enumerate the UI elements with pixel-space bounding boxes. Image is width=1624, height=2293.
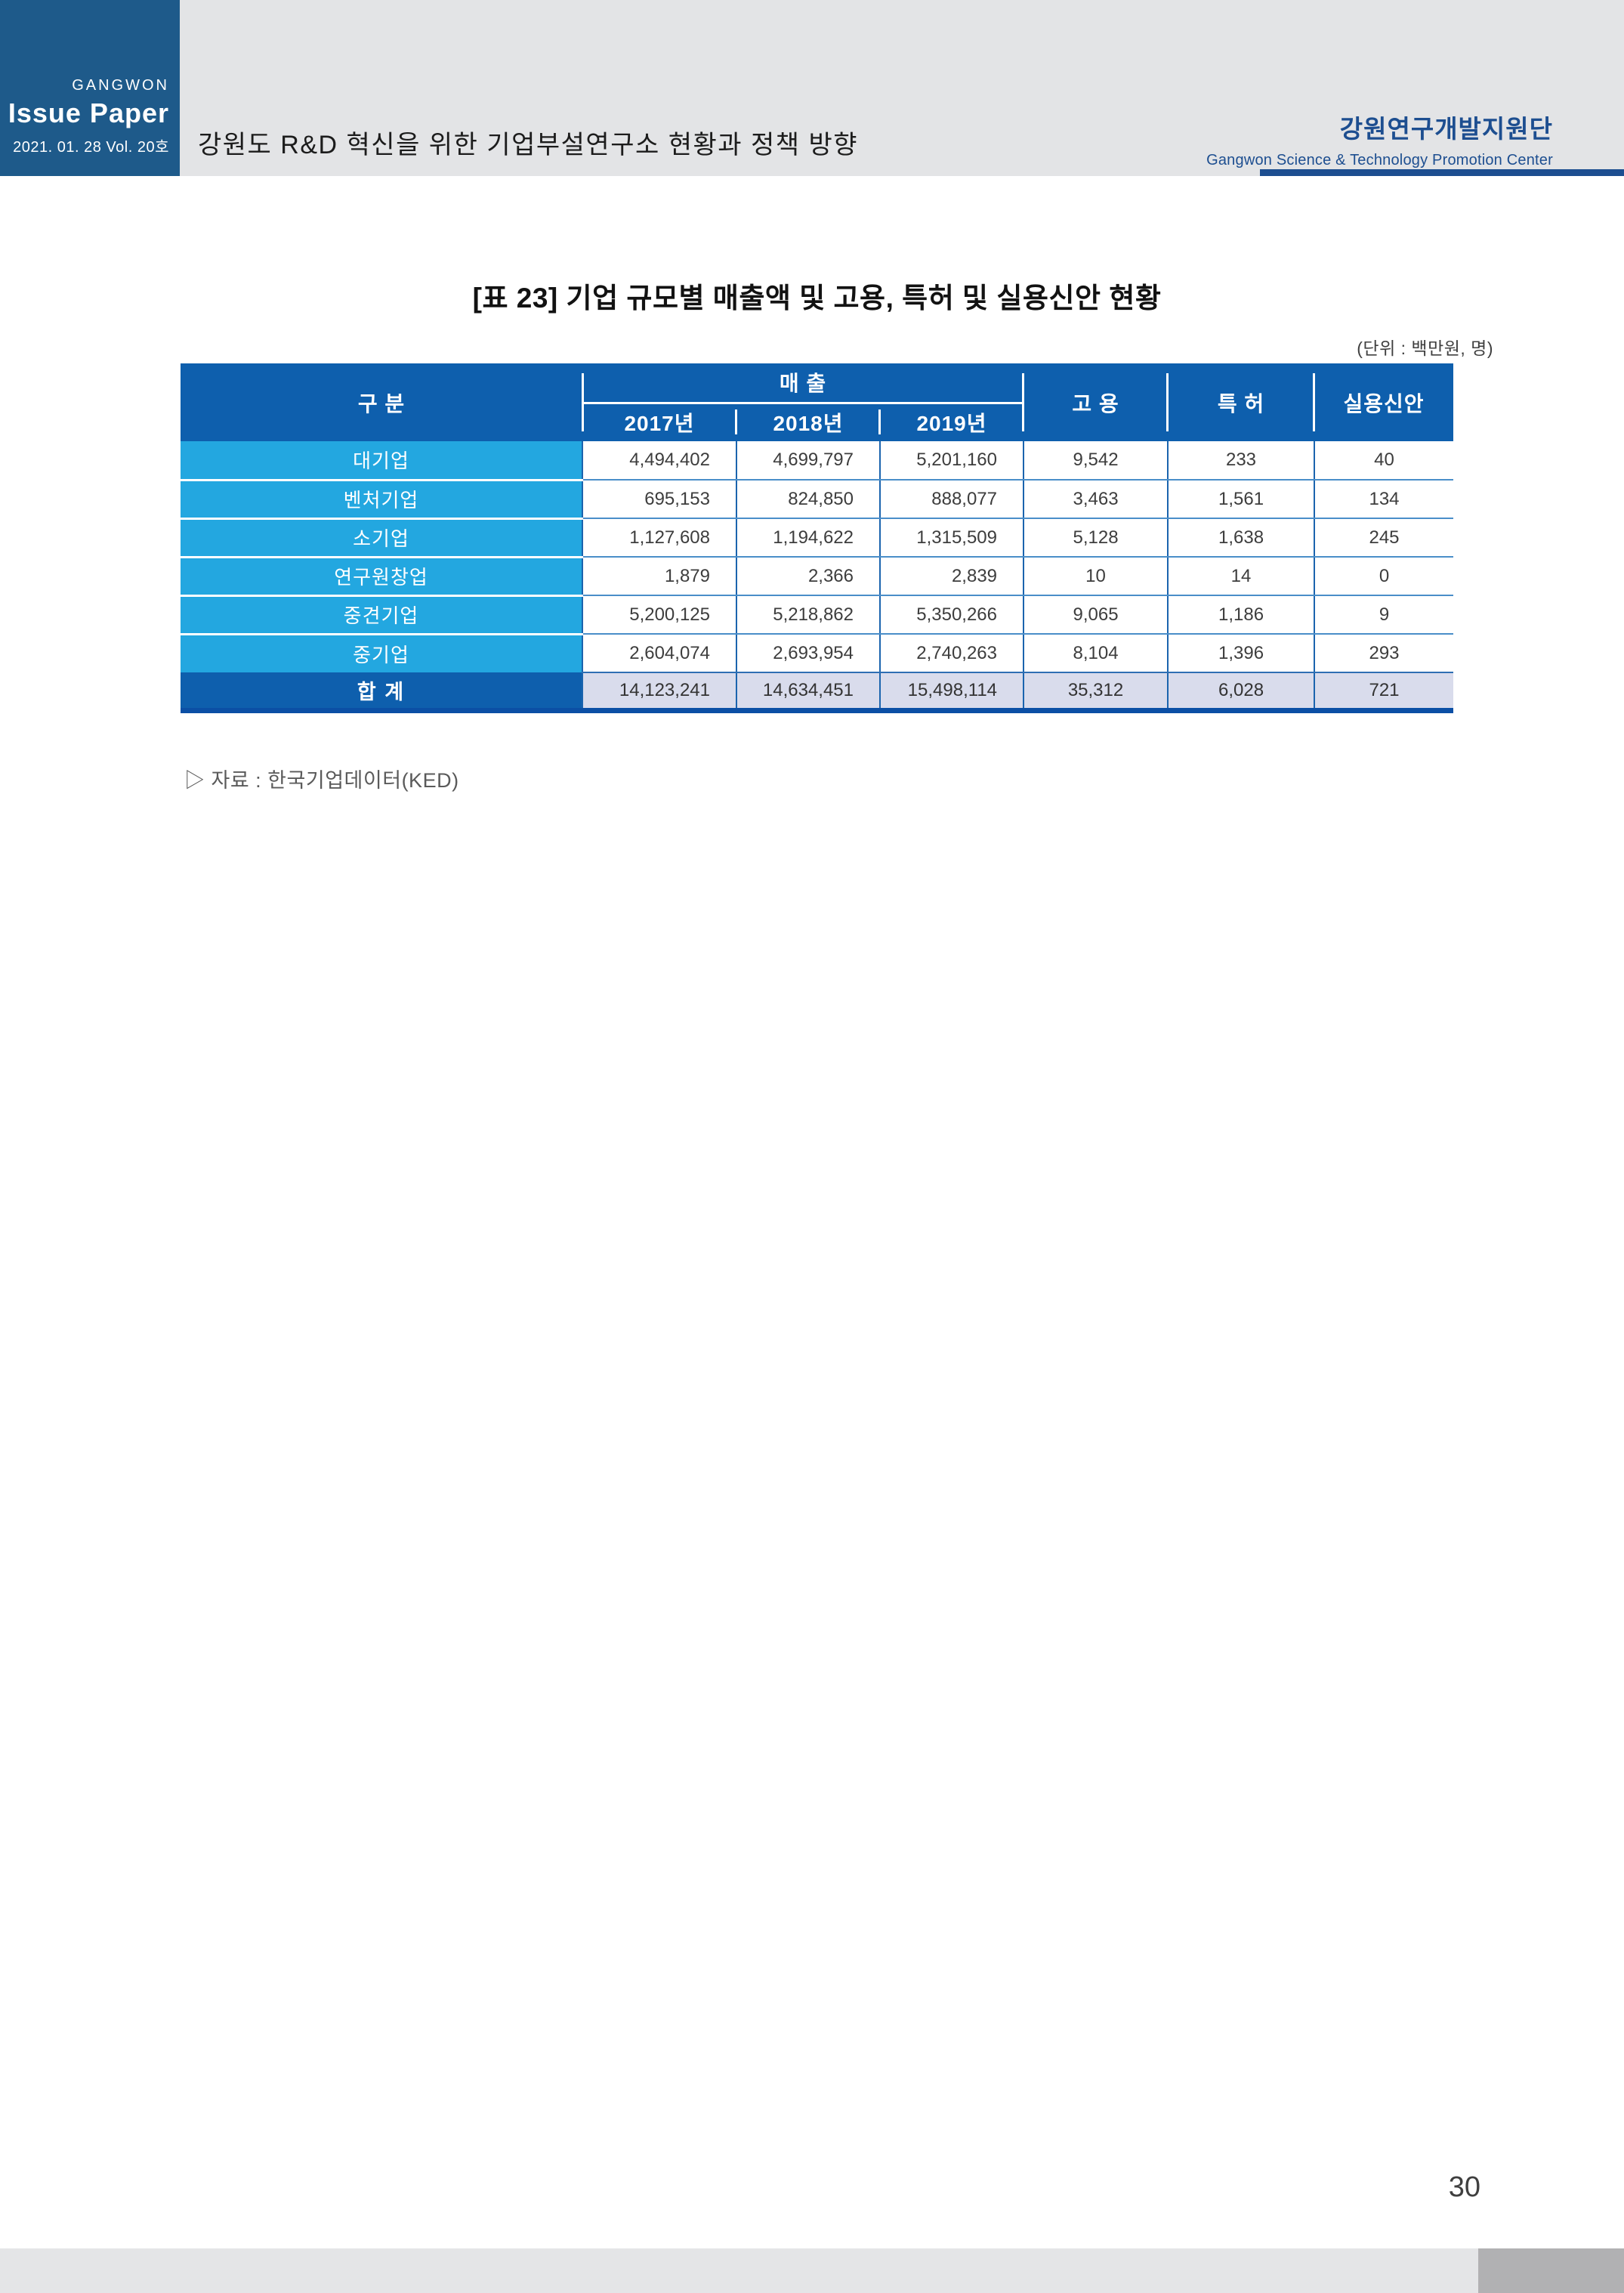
utility-cell: 293 [1314,634,1454,673]
sales-2019-cell: 5,350,266 [878,595,1024,635]
footer-bar-light [0,2248,1478,2293]
table-total-row: 합 계 14,123,241 14,634,451 15,498,114 35,… [181,672,1454,713]
table-row-large-company: 대기업 4,494,402 4,699,797 5,201,160 9,542 … [181,441,1454,481]
sales-2017-cell: 695,153 [582,480,736,519]
brand-name: GANGWON [72,77,169,94]
table-row-midsize-company: 중견기업 5,200,125 5,218,862 5,350,266 9,065… [181,595,1454,635]
table-row-medium-company: 중기업 2,604,074 2,693,954 2,740,263 8,104 … [181,634,1454,673]
col-header-year-2017: 2017년 [582,403,736,441]
sales-2017-cell: 1,879 [582,557,736,596]
employment-cell: 10 [1023,557,1169,596]
col-header-year-2019: 2019년 [878,403,1024,441]
table-row-venture-company: 벤처기업 695,153 824,850 888,077 3,463 1,561… [181,480,1454,520]
row-label: 벤처기업 [181,480,582,520]
utility-cell: 40 [1314,441,1454,481]
document-title: 강원도 R&D 혁신을 위한 기업부설연구소 현황과 정책 방향 [198,131,859,159]
sales-2019-cell: 2,740,263 [878,634,1024,673]
patent-cell: 1,638 [1167,518,1315,558]
brand-title: Issue Paper [8,97,169,128]
col-header-employment: 고 용 [1022,363,1169,441]
row-label: 중기업 [181,634,582,672]
table-wrapper: 구 분 매 출 고 용 특 허 실용신안 2017년 2018년 2019년 대… [181,363,1454,713]
sales-2019-cell: 5,201,160 [878,441,1024,481]
row-label: 대기업 [181,441,582,481]
utility-cell: 245 [1314,518,1454,558]
employment-cell: 3,463 [1023,480,1169,519]
table-row-small-company: 소기업 1,127,608 1,194,622 1,315,509 5,128 … [181,518,1454,558]
employment-cell: 8,104 [1023,634,1169,673]
row-label: 중견기업 [181,595,582,635]
org-accent-bar [1260,169,1624,176]
unit-note: (단위 : 백만원, 명) [1357,338,1493,358]
col-header-sales-group: 매 출 [582,363,1024,404]
sales-2018-cell: 2,366 [736,557,880,596]
total-utility-cell: 721 [1314,672,1454,713]
patent-cell: 1,561 [1167,480,1315,519]
source-note: ▷ 자료 : 한국기업데이터(KED) [184,769,459,792]
sales-2017-cell: 4,494,402 [582,441,736,481]
sales-2017-cell: 1,127,608 [582,518,736,558]
col-header-category: 구 분 [181,363,584,441]
brand-box: GANGWON Issue Paper 2021. 01. 28 Vol. 20… [0,0,180,176]
employment-cell: 9,065 [1023,595,1169,635]
table-row-researcher-startup: 연구원창업 1,879 2,366 2,839 10 14 0 [181,557,1454,597]
sales-2019-cell: 1,315,509 [878,518,1024,558]
col-header-year-2018: 2018년 [735,403,880,441]
total-sales-2018-cell: 14,634,451 [736,672,880,713]
sales-2018-cell: 2,693,954 [736,634,880,673]
footer-bar-dark [1478,2248,1624,2293]
total-employment-cell: 35,312 [1023,672,1169,713]
sales-2018-cell: 4,699,797 [736,441,880,481]
utility-cell: 134 [1314,480,1454,519]
table-header-row-2: 2017년 2018년 2019년 [181,403,1453,441]
patent-cell: 14 [1167,557,1315,596]
organization-name-kr: 강원연구개발지원단 [1339,115,1553,143]
employment-cell: 9,542 [1023,441,1169,481]
masthead-strip [0,0,1624,176]
col-header-utility-model: 실용신안 [1313,363,1454,441]
total-patent-cell: 6,028 [1167,672,1315,713]
company-size-data-table: 구 분 매 출 고 용 특 허 실용신안 2017년 2018년 2019년 대… [181,363,1454,713]
sales-2018-cell: 5,218,862 [736,595,880,635]
sales-2018-cell: 824,850 [736,480,880,519]
total-row-label: 합 계 [181,672,582,713]
table-title: [표 23] 기업 규모별 매출액 및 고용, 특허 및 실용신안 현황 [472,283,1162,314]
patent-cell: 1,396 [1167,634,1315,673]
sales-2018-cell: 1,194,622 [736,518,880,558]
organization-block: 강원연구개발지원단 Gangwon Science & Technology P… [1206,109,1553,169]
page-number: 30 [1448,2171,1480,2203]
utility-cell: 9 [1314,595,1454,635]
sales-2019-cell: 2,839 [878,557,1024,596]
total-sales-2017-cell: 14,123,241 [582,672,736,713]
brand-issue-info: 2021. 01. 28 Vol. 20호 [13,139,169,156]
organization-name-en: Gangwon Science & Technology Promotion C… [1206,152,1553,168]
table-body: 대기업 4,494,402 4,699,797 5,201,160 9,542 … [181,441,1454,713]
sales-2019-cell: 888,077 [878,480,1024,519]
total-sales-2019-cell: 15,498,114 [878,672,1024,713]
sales-2017-cell: 2,604,074 [582,634,736,673]
sales-2017-cell: 5,200,125 [582,595,736,635]
utility-cell: 0 [1314,557,1454,596]
patent-cell: 233 [1167,441,1315,481]
row-label: 소기업 [181,518,582,558]
table-header-row-1: 구 분 매 출 고 용 특 허 실용신안 [181,363,1454,441]
col-header-patent: 특 허 [1166,363,1315,441]
patent-cell: 1,186 [1167,595,1315,635]
table-header: 구 분 매 출 고 용 특 허 실용신안 2017년 2018년 2019년 [181,363,1454,441]
row-label: 연구원창업 [181,557,582,597]
employment-cell: 5,128 [1023,518,1169,558]
